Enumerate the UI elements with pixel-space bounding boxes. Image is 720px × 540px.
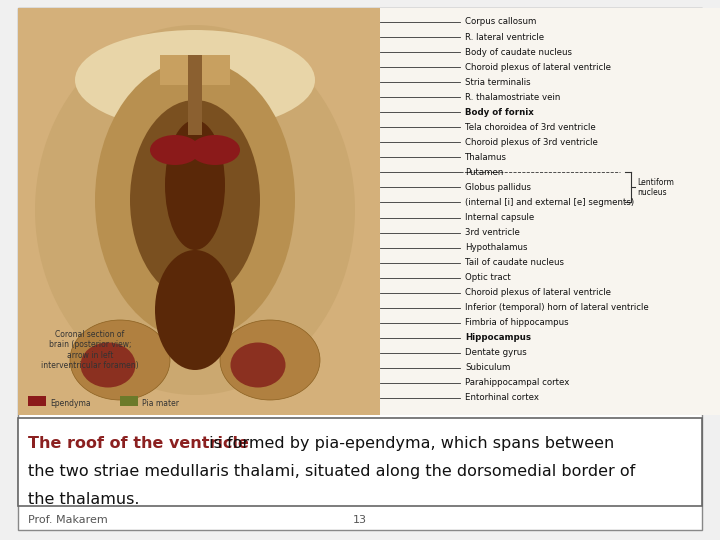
Ellipse shape (75, 30, 315, 130)
Text: 13: 13 (353, 515, 367, 525)
FancyBboxPatch shape (18, 8, 702, 415)
Ellipse shape (220, 320, 320, 400)
Ellipse shape (150, 135, 200, 165)
Text: is formed by pia-ependyma, which spans between: is formed by pia-ependyma, which spans b… (204, 436, 614, 451)
Text: Corpus callosum: Corpus callosum (465, 17, 536, 26)
Text: Tail of caudate nucleus: Tail of caudate nucleus (465, 258, 564, 267)
Text: Tela choroidea of 3rd ventricle: Tela choroidea of 3rd ventricle (465, 123, 595, 132)
Text: the thalamus.: the thalamus. (28, 492, 140, 507)
Ellipse shape (155, 250, 235, 370)
Text: Inferior (temporal) horn of lateral ventricle: Inferior (temporal) horn of lateral vent… (465, 303, 649, 312)
Text: Choroid plexus of lateral ventricle: Choroid plexus of lateral ventricle (465, 288, 611, 297)
Text: Internal capsule: Internal capsule (465, 213, 534, 222)
FancyBboxPatch shape (18, 8, 702, 530)
Text: R. thalamostriate vein: R. thalamostriate vein (465, 93, 560, 102)
Ellipse shape (230, 342, 286, 388)
Text: Pia mater: Pia mater (142, 399, 179, 408)
Text: (internal [i] and external [e] segments): (internal [i] and external [e] segments) (465, 198, 634, 207)
FancyBboxPatch shape (380, 8, 720, 415)
Text: Entorhinal cortex: Entorhinal cortex (465, 394, 539, 402)
Ellipse shape (35, 25, 355, 395)
Ellipse shape (95, 60, 295, 340)
Text: Body of caudate nucleus: Body of caudate nucleus (465, 48, 572, 57)
FancyBboxPatch shape (28, 396, 46, 406)
Text: Globus pallidus: Globus pallidus (465, 183, 531, 192)
Text: nucleus: nucleus (637, 188, 667, 197)
FancyBboxPatch shape (120, 396, 138, 406)
FancyBboxPatch shape (160, 55, 230, 85)
Text: the two striae medullaris thalami, situated along the dorsomedial border of: the two striae medullaris thalami, situa… (28, 464, 635, 479)
FancyBboxPatch shape (188, 55, 202, 135)
Text: Dentate gyrus: Dentate gyrus (465, 348, 527, 357)
Text: Body of fornix: Body of fornix (465, 108, 534, 117)
Ellipse shape (70, 320, 170, 400)
FancyBboxPatch shape (18, 418, 702, 506)
FancyBboxPatch shape (18, 8, 380, 415)
Text: Ependyma: Ependyma (50, 399, 91, 408)
Ellipse shape (130, 100, 260, 300)
Text: Optic tract: Optic tract (465, 273, 510, 282)
Text: Parahippocampal cortex: Parahippocampal cortex (465, 379, 570, 388)
Text: Subiculum: Subiculum (465, 363, 510, 373)
Text: Choroid plexus of lateral ventricle: Choroid plexus of lateral ventricle (465, 63, 611, 72)
Ellipse shape (165, 120, 225, 250)
Text: R. lateral ventricle: R. lateral ventricle (465, 32, 544, 42)
Text: 3rd ventricle: 3rd ventricle (465, 228, 520, 237)
Text: Prof. Makarem: Prof. Makarem (28, 515, 108, 525)
Text: Choroid plexus of 3rd ventricle: Choroid plexus of 3rd ventricle (465, 138, 598, 147)
Text: Hypothalamus: Hypothalamus (465, 243, 528, 252)
Text: Fimbria of hippocampus: Fimbria of hippocampus (465, 318, 569, 327)
Text: Putamen: Putamen (465, 168, 503, 177)
Text: Stria terminalis: Stria terminalis (465, 78, 531, 86)
Text: Thalamus: Thalamus (465, 153, 507, 162)
Text: Hippocampus: Hippocampus (465, 333, 531, 342)
Text: Coronal section of
brain (posterior view;
arrow in left
interventricular foramen: Coronal section of brain (posterior view… (41, 330, 139, 370)
Ellipse shape (190, 135, 240, 165)
Ellipse shape (81, 342, 135, 388)
Text: The roof of the ventricle: The roof of the ventricle (28, 436, 249, 451)
Text: Lentiform: Lentiform (637, 178, 674, 187)
